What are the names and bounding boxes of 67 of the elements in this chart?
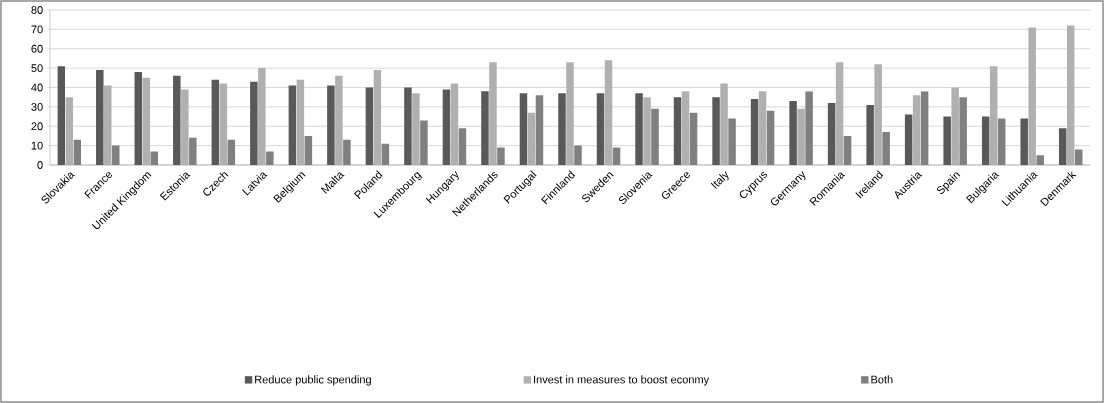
bar <box>219 83 228 165</box>
bar <box>412 93 420 165</box>
bar <box>643 97 651 165</box>
bar <box>1066 25 1075 165</box>
bar <box>519 93 528 165</box>
bar <box>57 66 66 165</box>
bar <box>104 85 112 165</box>
x-tick-label: Italy <box>710 171 729 189</box>
bar <box>951 87 959 165</box>
bar <box>173 75 181 165</box>
legend-label: Reduce public spending <box>255 375 371 386</box>
bar <box>181 89 189 165</box>
bar <box>720 83 728 165</box>
y-tick-label: 20 <box>31 122 43 131</box>
bar <box>288 85 297 165</box>
bar <box>335 75 343 165</box>
bar <box>365 87 374 165</box>
bar <box>866 104 874 165</box>
bar <box>874 64 882 165</box>
bar <box>96 70 104 165</box>
bar <box>211 79 220 165</box>
bar <box>758 91 767 165</box>
bar <box>373 70 382 165</box>
bar <box>635 93 643 165</box>
bar <box>750 99 759 165</box>
bar <box>481 91 489 165</box>
y-tick-label: 70 <box>31 25 43 34</box>
y-tick-label: 40 <box>31 83 43 92</box>
legend-label: Both <box>871 375 893 384</box>
legend-label: Invest in measures to boost econmy <box>534 375 710 386</box>
bar <box>1058 128 1067 165</box>
bar <box>681 91 690 165</box>
y-tick-label: 10 <box>31 141 43 150</box>
bar <box>527 112 536 165</box>
bar <box>943 116 951 165</box>
y-tick-label: 60 <box>31 44 43 53</box>
bar <box>134 72 143 165</box>
bar <box>250 81 258 165</box>
bar <box>673 97 682 165</box>
bar <box>142 77 151 165</box>
bar <box>835 62 844 165</box>
bar <box>258 68 266 165</box>
bar <box>404 87 412 165</box>
bar <box>65 97 74 165</box>
bar <box>789 101 797 165</box>
y-tick-label: 80 <box>31 6 43 14</box>
bar <box>566 62 574 165</box>
y-tick-label: 50 <box>31 64 43 73</box>
y-tick-label: 30 <box>31 102 43 111</box>
bar <box>296 79 305 165</box>
bar <box>797 108 805 165</box>
bar <box>596 93 605 165</box>
bar <box>981 116 990 165</box>
bar <box>912 95 921 165</box>
bar <box>450 83 459 165</box>
bar <box>1020 118 1028 165</box>
bar <box>827 103 836 165</box>
bar <box>604 60 613 165</box>
bar <box>989 66 998 165</box>
bar <box>712 97 720 165</box>
bar <box>327 85 335 165</box>
y-tick-label: 0 <box>37 161 43 169</box>
bar <box>904 114 913 165</box>
bar <box>442 89 451 165</box>
bar <box>558 93 566 165</box>
bar <box>489 62 497 165</box>
bar <box>1028 27 1036 165</box>
